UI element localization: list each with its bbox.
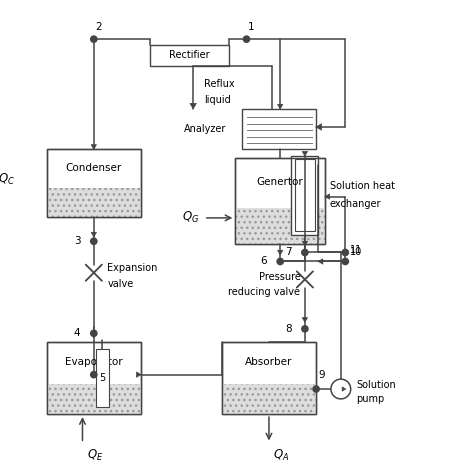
Bar <box>235 158 325 244</box>
Text: 5: 5 <box>99 373 106 383</box>
Text: $Q_A$: $Q_A$ <box>273 448 290 463</box>
Circle shape <box>91 371 97 378</box>
Text: 1: 1 <box>248 22 255 32</box>
Text: 8: 8 <box>285 324 292 334</box>
Circle shape <box>302 326 308 332</box>
Text: Genertor: Genertor <box>257 177 303 187</box>
Text: Condenser: Condenser <box>66 163 122 173</box>
Bar <box>96 349 109 408</box>
Polygon shape <box>342 387 346 391</box>
Text: Reflux: Reflux <box>204 79 235 89</box>
Text: Solution heat: Solution heat <box>329 181 394 191</box>
Polygon shape <box>91 145 97 149</box>
Bar <box>235 208 325 244</box>
Text: 6: 6 <box>260 256 267 266</box>
Bar <box>292 156 319 235</box>
Circle shape <box>91 330 97 336</box>
Circle shape <box>91 36 97 42</box>
Polygon shape <box>302 318 308 322</box>
Circle shape <box>243 36 250 42</box>
Text: liquid: liquid <box>204 95 231 105</box>
Bar <box>222 342 316 414</box>
Circle shape <box>277 258 283 265</box>
Text: Analyzer: Analyzer <box>184 124 226 134</box>
Text: Pressure: Pressure <box>258 272 301 282</box>
Polygon shape <box>137 372 141 377</box>
Bar <box>222 342 316 414</box>
Bar <box>222 384 316 414</box>
Polygon shape <box>277 104 283 109</box>
Bar <box>46 342 141 414</box>
Text: Absorber: Absorber <box>245 357 292 368</box>
Text: valve: valve <box>107 279 134 289</box>
Text: $Q_G$: $Q_G$ <box>182 210 200 226</box>
Text: Expansion: Expansion <box>107 263 158 273</box>
Text: 11: 11 <box>350 245 362 255</box>
Text: 7: 7 <box>285 247 292 257</box>
Text: pump: pump <box>356 394 385 404</box>
Circle shape <box>342 258 348 265</box>
Bar <box>46 188 141 217</box>
Bar <box>46 149 141 217</box>
Text: Solution: Solution <box>356 380 396 390</box>
Polygon shape <box>302 241 308 246</box>
Polygon shape <box>91 232 97 237</box>
Bar <box>235 158 325 244</box>
Text: reducing valve: reducing valve <box>228 287 301 297</box>
Polygon shape <box>316 124 321 130</box>
Polygon shape <box>319 259 323 264</box>
Circle shape <box>313 386 319 392</box>
Text: Evaporator: Evaporator <box>65 357 123 368</box>
Text: Rectifier: Rectifier <box>169 50 210 60</box>
Bar <box>46 342 141 414</box>
Text: 4: 4 <box>73 328 80 338</box>
Polygon shape <box>277 250 283 255</box>
Bar <box>294 159 315 231</box>
Text: 10: 10 <box>350 247 362 257</box>
Bar <box>46 384 141 414</box>
Bar <box>150 45 228 66</box>
Text: 3: 3 <box>73 236 80 246</box>
Text: exchanger: exchanger <box>329 199 381 209</box>
Bar <box>242 109 316 149</box>
Text: $Q_C$: $Q_C$ <box>0 172 15 187</box>
Circle shape <box>342 249 348 256</box>
Circle shape <box>91 238 97 245</box>
Polygon shape <box>325 194 329 200</box>
Polygon shape <box>190 104 196 109</box>
Text: 2: 2 <box>95 22 101 32</box>
Text: $Q_E$: $Q_E$ <box>87 448 103 463</box>
Circle shape <box>302 249 308 256</box>
Circle shape <box>331 379 351 399</box>
Bar <box>46 149 141 217</box>
Polygon shape <box>302 152 308 156</box>
Polygon shape <box>91 333 97 338</box>
Text: 9: 9 <box>319 370 325 380</box>
